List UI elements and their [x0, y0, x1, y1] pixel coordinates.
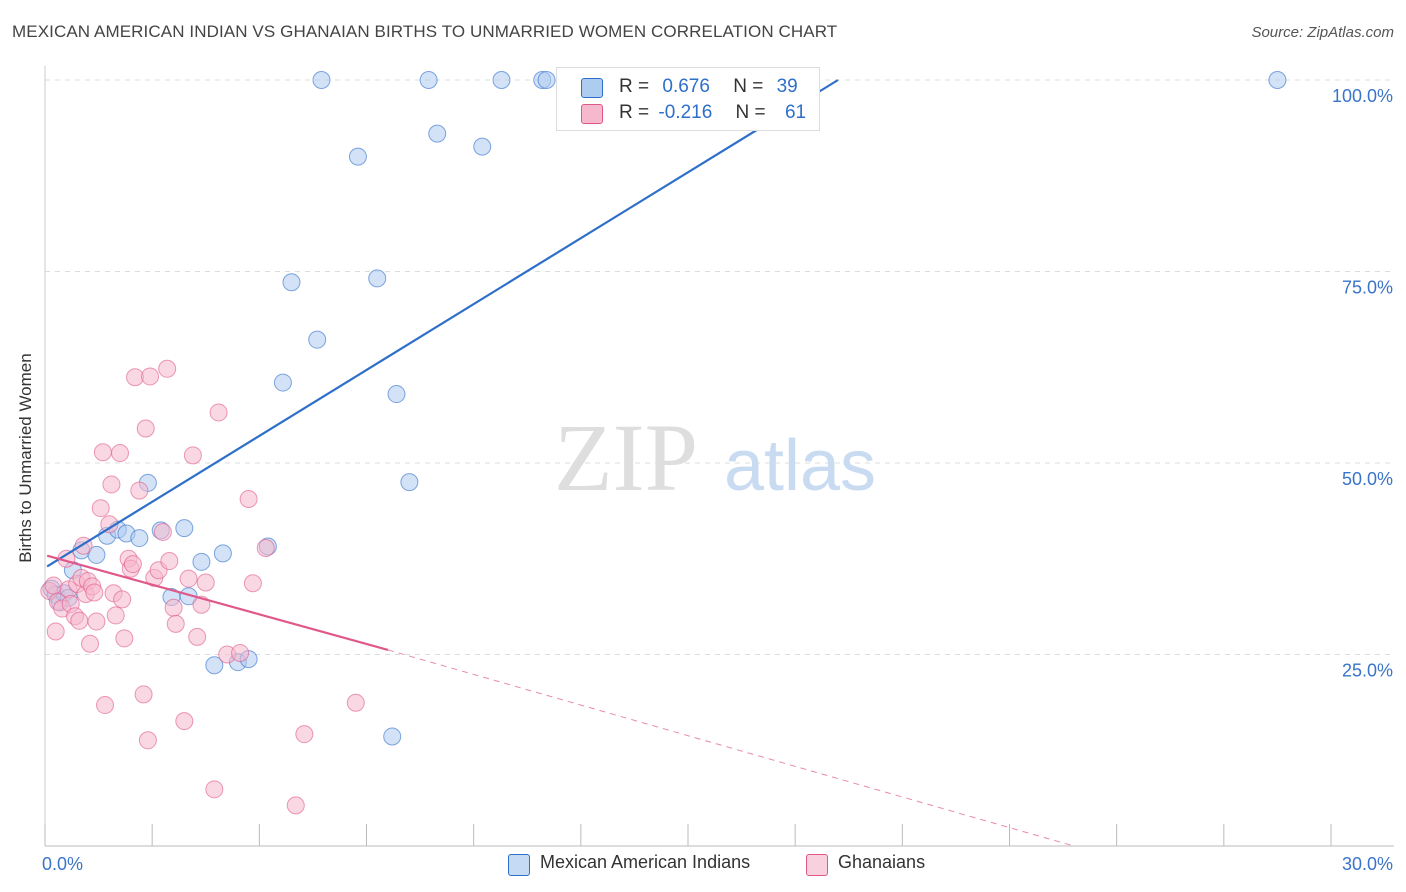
blue-point	[130, 529, 149, 548]
pink-point	[130, 481, 149, 500]
pink-point	[231, 643, 250, 662]
watermark-atlas: atlas	[724, 426, 876, 506]
pink-point	[160, 552, 179, 571]
blue-point	[368, 269, 387, 288]
pink-swatch-icon	[581, 104, 603, 124]
pink-point	[81, 634, 100, 653]
pink-point	[46, 622, 65, 641]
blue-point	[1268, 71, 1287, 89]
blue-point	[273, 373, 292, 392]
blue-legend-swatch-icon	[508, 854, 530, 876]
pink-point	[93, 443, 112, 462]
pink-point	[70, 611, 89, 630]
blue-point	[537, 71, 556, 89]
blue-point	[428, 124, 447, 143]
pink-point	[123, 555, 142, 574]
n-value-pink: 61	[784, 102, 807, 123]
pink-point	[153, 522, 172, 541]
blue-point	[312, 71, 331, 89]
blue-point	[387, 385, 406, 404]
pink-trend-line	[46, 554, 389, 651]
y-tick-label: 25.0%	[1342, 661, 1393, 681]
pink-legend-swatch-icon	[806, 854, 828, 876]
pink-point	[126, 368, 145, 387]
pink-point	[183, 446, 202, 465]
pink-point	[106, 606, 125, 625]
blue-point	[175, 519, 194, 538]
pink-point	[239, 490, 258, 509]
pink-point	[134, 685, 153, 704]
n-label: N =	[735, 102, 766, 123]
x-tick-label: 0.0%	[42, 854, 83, 874]
source-label: Source: ZipAtlas.com	[1251, 24, 1394, 41]
pink-point	[111, 444, 130, 463]
blue-point	[308, 330, 327, 349]
blue-point	[87, 545, 106, 564]
blue-point	[205, 656, 224, 675]
pink-point	[91, 499, 110, 518]
blue-point	[419, 71, 438, 89]
pink-point	[136, 419, 155, 438]
watermark-zip: ZIP	[554, 404, 698, 511]
pink-point	[256, 539, 275, 558]
blue-point	[492, 71, 511, 89]
pink-point	[196, 573, 215, 592]
blue-trend-line	[46, 79, 839, 568]
blue-point	[383, 727, 402, 746]
y-axis-label: Births to Unmarried Women	[16, 353, 35, 563]
pink-point	[87, 612, 106, 631]
pink-point	[158, 359, 177, 378]
y-tick-label: 50.0%	[1342, 469, 1393, 489]
pink-point	[188, 627, 207, 646]
pink-point	[295, 725, 314, 744]
r-value-blue: 0.676	[662, 76, 710, 97]
blue-point	[348, 147, 367, 166]
pink-point	[141, 367, 160, 386]
blue-point	[213, 544, 232, 563]
stats-legend: R = 0.676 N = 39 R = -0.216 N = 61	[556, 67, 820, 131]
pink-point	[286, 796, 305, 815]
pink-point	[115, 629, 134, 648]
pink-trend-extension	[387, 649, 1074, 847]
r-value-pink: -0.216	[658, 102, 713, 123]
n-value-blue: 39	[776, 76, 798, 97]
pink-point	[346, 693, 365, 712]
pink-point	[209, 403, 228, 422]
pink-point	[164, 598, 183, 617]
y-tick-label: 100.0%	[1332, 86, 1393, 106]
blue-point	[473, 137, 492, 156]
pink-point	[102, 475, 121, 494]
x-tick-label: 30.0%	[1342, 854, 1393, 874]
blue-point	[192, 552, 211, 571]
pink-point	[138, 731, 157, 750]
pink-point	[113, 590, 132, 609]
r-label: R =	[619, 76, 650, 97]
pink-point	[243, 574, 262, 593]
blue-point	[400, 473, 419, 492]
pink-point	[85, 583, 104, 602]
n-label: N =	[733, 76, 764, 97]
pink-point	[96, 696, 115, 715]
blue-point	[282, 273, 301, 292]
pink-point	[166, 614, 185, 633]
r-label: R =	[619, 102, 650, 123]
pink-point	[205, 780, 224, 799]
pink-point	[175, 712, 194, 731]
pink-point	[44, 576, 63, 595]
legend-label: Mexican American Indians	[540, 852, 751, 872]
chart-title: MEXICAN AMERICAN INDIAN VS GHANAIAN BIRT…	[12, 22, 838, 41]
y-tick-label: 75.0%	[1342, 278, 1393, 298]
legend-label: Ghanaians	[838, 852, 926, 872]
pink-point	[179, 569, 198, 588]
pink-point	[100, 515, 119, 534]
blue-swatch-icon	[581, 78, 603, 98]
